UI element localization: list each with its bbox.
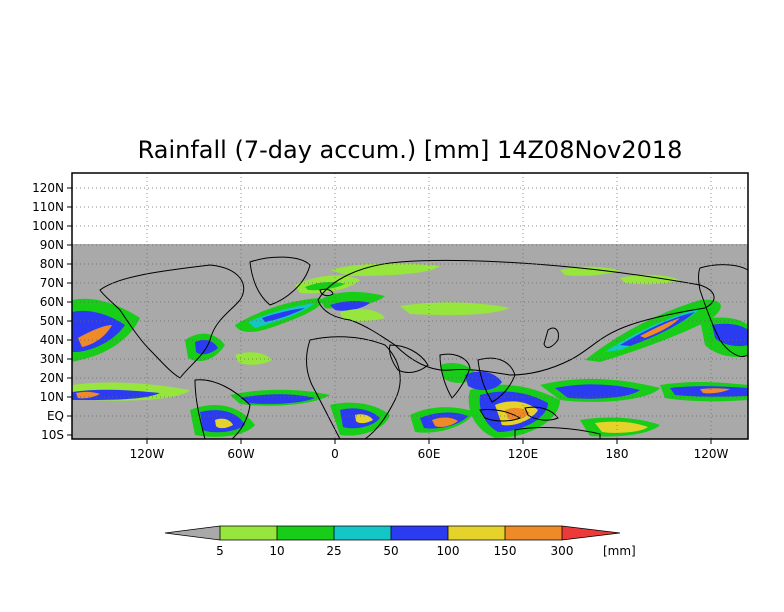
map-title: Rainfall (7-day accum.) [mm] 14Z08Nov201… (137, 136, 683, 164)
rainfall-areas (72, 263, 748, 438)
lon-label: 120W (130, 447, 165, 461)
colorbar-label: 300 (551, 544, 574, 558)
lat-label: 10S (41, 428, 64, 442)
lat-label: 90N (40, 238, 64, 252)
lon-label: 60W (227, 447, 254, 461)
colorbar-segment (391, 526, 448, 540)
lat-label: 20N (40, 371, 64, 385)
lat-label: 40N (40, 333, 64, 347)
lat-label: 60N (40, 295, 64, 309)
gridlines (72, 173, 748, 439)
colorbar-segment (505, 526, 562, 540)
lat-label: 100N (32, 219, 64, 233)
lon-label: 120E (508, 447, 539, 461)
lon-label: 180 (606, 447, 629, 461)
no-data-region (72, 173, 748, 244)
map-frame (71, 172, 749, 440)
lat-label: 70N (40, 276, 64, 290)
lat-label: 110N (32, 200, 64, 214)
lat-label: EQ (47, 409, 64, 423)
lon-label: 0 (331, 447, 339, 461)
longitude-axis-labels: 120W 60W 0 60E 120E 180 120W (130, 447, 729, 461)
colorbar-segment (220, 526, 277, 540)
lon-label: 60E (418, 447, 441, 461)
lat-label: 120N (32, 181, 64, 195)
lon-label: 120W (694, 447, 729, 461)
colorbar-segment (277, 526, 334, 540)
colorbar-unit-label: [mm] (603, 544, 636, 558)
colorbar-label: 50 (383, 544, 398, 558)
colorbar-segment (165, 526, 220, 540)
colorbar: 5 10 25 50 100 150 300 [mm] (164, 525, 636, 558)
colorbar-segment (334, 526, 391, 540)
colorbar-label: 150 (494, 544, 517, 558)
colorbar-label: 100 (437, 544, 460, 558)
colorbar-label: 5 (216, 544, 224, 558)
lat-label: 80N (40, 257, 64, 271)
lat-label: 10N (40, 390, 64, 404)
lat-label: 50N (40, 314, 64, 328)
lat-label: 30N (40, 352, 64, 366)
map-panel: 120N 110N 100N 90N 80N 70N 60N 50N 40N 3… (32, 172, 749, 461)
colorbar-segment (448, 526, 505, 540)
colorbar-label: 25 (326, 544, 341, 558)
tick-marks (67, 187, 712, 444)
colorbar-label: 10 (269, 544, 284, 558)
colorbar-segment (562, 526, 620, 540)
latitude-axis-labels: 120N 110N 100N 90N 80N 70N 60N 50N 40N 3… (32, 181, 64, 442)
